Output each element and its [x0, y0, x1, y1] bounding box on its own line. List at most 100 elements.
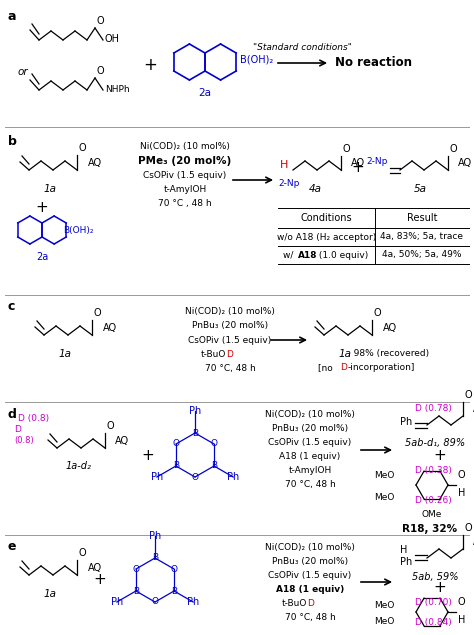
Text: D: D [226, 350, 233, 359]
Text: O: O [210, 439, 218, 448]
Text: t-AmylOH: t-AmylOH [288, 466, 332, 475]
Text: PnBu₃ (20 mol%): PnBu₃ (20 mol%) [272, 557, 348, 566]
Text: MeO: MeO [374, 471, 395, 479]
Text: 4a, 83%; 5a, trace: 4a, 83%; 5a, trace [381, 232, 464, 241]
Text: O: O [458, 470, 465, 480]
Text: Ni(COD)₂ (10 mol%): Ni(COD)₂ (10 mol%) [140, 142, 230, 151]
Text: +: + [434, 580, 447, 596]
Text: +: + [36, 201, 48, 215]
Text: O: O [173, 439, 180, 448]
Text: 5ab-d₁, 89%: 5ab-d₁, 89% [405, 438, 465, 448]
Text: e: e [8, 540, 17, 553]
Text: MeO: MeO [374, 601, 395, 610]
Text: Result: Result [407, 213, 437, 223]
Text: MeO: MeO [374, 617, 395, 627]
Text: D: D [307, 599, 314, 608]
Text: O: O [79, 548, 87, 558]
Text: Ph: Ph [400, 557, 412, 567]
Text: R18, 32%: R18, 32% [402, 524, 457, 534]
Text: NHPh: NHPh [105, 84, 129, 93]
Text: b: b [8, 135, 17, 148]
Text: w/: w/ [283, 250, 296, 260]
Text: [no: [no [318, 363, 336, 372]
Text: t-BuO: t-BuO [201, 350, 226, 359]
Text: O: O [374, 308, 382, 318]
Text: PnBu₃ (20 mol%): PnBu₃ (20 mol%) [192, 321, 268, 330]
Text: B: B [152, 554, 158, 563]
Text: MeO: MeO [374, 493, 395, 502]
Text: Ph: Ph [111, 597, 123, 607]
Text: B: B [192, 429, 198, 438]
Text: +: + [143, 56, 157, 74]
Text: , 98% (recovered): , 98% (recovered) [348, 349, 429, 358]
Text: AQ: AQ [473, 537, 474, 547]
Text: 1a: 1a [338, 349, 352, 359]
Text: CsOPiv (1.5 equiv): CsOPiv (1.5 equiv) [188, 336, 272, 345]
Text: AQ: AQ [88, 158, 102, 168]
Text: O: O [107, 421, 115, 431]
Text: B(OH)₂: B(OH)₂ [63, 225, 93, 234]
Text: +: + [352, 161, 365, 175]
Text: O: O [343, 144, 351, 154]
Text: D (0.38): D (0.38) [415, 465, 452, 474]
Text: d: d [8, 408, 17, 421]
Text: "Standard conditions": "Standard conditions" [253, 43, 351, 52]
Text: O: O [97, 16, 105, 26]
Text: w/o A18 (H₂ acceptor): w/o A18 (H₂ acceptor) [277, 232, 376, 241]
Text: O: O [94, 308, 101, 318]
Text: D (0.26): D (0.26) [415, 495, 452, 504]
Text: O: O [152, 598, 158, 606]
Text: AQ: AQ [115, 436, 129, 446]
Text: O: O [450, 144, 457, 154]
Text: Ni(COD)₂ (10 mol%): Ni(COD)₂ (10 mol%) [185, 307, 275, 316]
Text: AQ: AQ [103, 323, 117, 333]
Text: 1a: 1a [44, 184, 56, 194]
Text: D (0.8): D (0.8) [18, 413, 49, 422]
Text: CsOPiv (1.5 equiv): CsOPiv (1.5 equiv) [268, 438, 352, 447]
Text: Conditions: Conditions [301, 213, 352, 223]
Text: Ni(COD)₂ (10 mol%): Ni(COD)₂ (10 mol%) [265, 410, 355, 419]
Text: 70 °C, 48 h: 70 °C, 48 h [284, 480, 336, 489]
Text: B: B [133, 587, 139, 596]
Text: B(OH)₂: B(OH)₂ [240, 55, 273, 65]
Text: Ph: Ph [149, 531, 161, 541]
Text: PnBu₃ (20 mol%): PnBu₃ (20 mol%) [272, 424, 348, 433]
Text: D (0.70): D (0.70) [415, 599, 452, 608]
Text: O: O [465, 523, 473, 533]
Text: Ph: Ph [189, 406, 201, 416]
Text: PMe₃ (20 mol%): PMe₃ (20 mol%) [138, 156, 232, 166]
Text: D: D [340, 363, 347, 372]
Text: 4a, 50%; 5a, 49%: 4a, 50%; 5a, 49% [382, 250, 462, 260]
Text: H: H [400, 545, 407, 555]
Text: 5a: 5a [413, 184, 427, 194]
Text: +: + [434, 448, 447, 462]
Text: O: O [171, 565, 178, 573]
Text: 1a-d₂: 1a-d₂ [65, 461, 91, 471]
Text: H: H [458, 615, 465, 625]
Text: t-BuO: t-BuO [282, 599, 307, 608]
Text: O: O [191, 472, 199, 481]
Text: B: B [171, 587, 177, 596]
Text: (1.0 equiv): (1.0 equiv) [316, 250, 368, 260]
Text: D (0.78): D (0.78) [415, 403, 452, 413]
Text: OMe: OMe [422, 510, 442, 519]
Text: D (0.84): D (0.84) [415, 617, 452, 627]
Text: A18: A18 [298, 250, 318, 260]
Text: H: H [280, 160, 288, 170]
Text: AQ: AQ [458, 158, 472, 168]
Text: O: O [132, 565, 139, 573]
Text: O: O [458, 597, 465, 607]
Text: 70 °C, 48 h: 70 °C, 48 h [284, 613, 336, 622]
Text: O: O [97, 66, 105, 76]
Text: c: c [8, 300, 15, 313]
Text: AQ: AQ [383, 323, 397, 333]
Text: 2-Np: 2-Np [366, 157, 387, 166]
Text: AQ: AQ [473, 404, 474, 414]
Text: +: + [94, 573, 106, 587]
Text: (0.8): (0.8) [14, 436, 34, 444]
Text: AQ: AQ [88, 563, 102, 573]
Text: 1a: 1a [44, 589, 56, 599]
Text: t-AmylOH: t-AmylOH [164, 185, 207, 194]
Text: or: or [18, 67, 28, 77]
Text: 1a: 1a [58, 349, 72, 359]
